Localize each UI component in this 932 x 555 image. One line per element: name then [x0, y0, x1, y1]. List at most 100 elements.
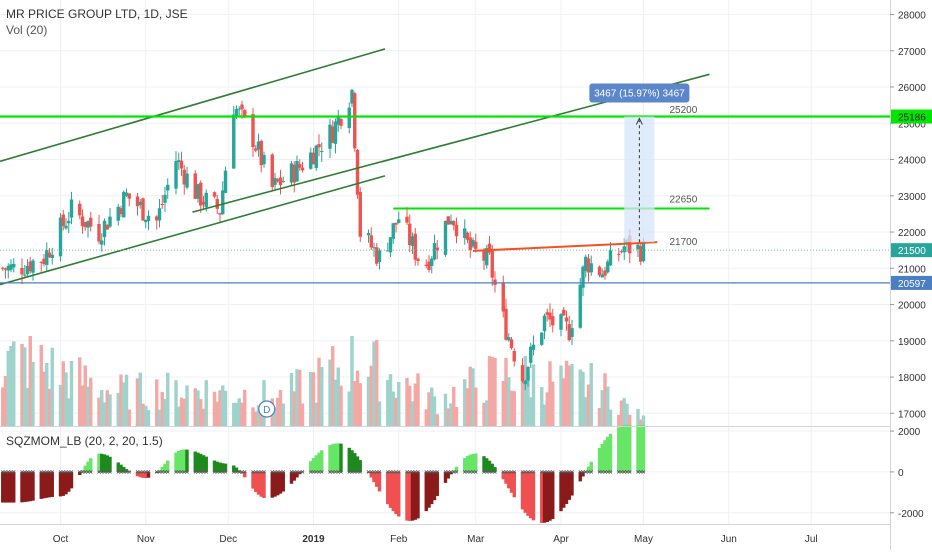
candle: [58, 213, 63, 262]
oscillator-bar: [581, 471, 585, 477]
candle-body: [372, 247, 376, 249]
squeeze-dot: [11, 470, 16, 474]
price-tick-label: 20000: [898, 301, 926, 312]
candle-body: [1, 267, 5, 269]
squeeze-dot: [135, 470, 140, 474]
squeeze-dot: [86, 470, 90, 474]
candle: [254, 145, 258, 153]
squeeze-dot: [603, 470, 607, 474]
candle-body: [28, 261, 32, 272]
candle-body: [408, 223, 412, 246]
volume-bar: [386, 379, 390, 426]
volume-bar: [234, 402, 239, 426]
candle: [410, 232, 415, 254]
price-tick-label: 17000: [898, 409, 926, 420]
measure-badge: [589, 83, 690, 103]
volume-bar: [551, 381, 555, 426]
candle-body: [331, 126, 335, 143]
candle: [589, 255, 593, 276]
candle: [9, 259, 13, 273]
oscillator-bar: [42, 471, 46, 499]
oscillator-bar: [237, 470, 241, 472]
candle-body: [471, 239, 475, 247]
squeeze-dot: [44, 470, 49, 474]
candle-body: [551, 316, 555, 326]
volume-bar: [353, 381, 357, 426]
candle-body: [166, 184, 170, 191]
candle-body: [9, 264, 13, 270]
candle-body: [61, 214, 65, 226]
candle-body: [45, 250, 49, 265]
volume-bar: [452, 386, 456, 426]
candle-body: [391, 223, 395, 239]
candle: [490, 245, 494, 286]
volume-bar: [471, 368, 475, 426]
squeeze-dot: [108, 470, 112, 474]
candle-body: [529, 346, 533, 363]
time-tick-label: Oct: [53, 534, 69, 545]
squeeze-dot: [625, 470, 629, 474]
candle: [135, 193, 140, 216]
candle-body: [468, 237, 472, 251]
measure-arrow-head: [635, 117, 643, 125]
candle: [482, 247, 486, 271]
oscillator-bar: [358, 460, 362, 472]
time-axis: Oct Nov Dec 2019 Feb Mar Apr May Jun Jul: [53, 534, 818, 545]
volume-bar: [493, 358, 497, 426]
candle: [424, 259, 428, 269]
candle: [25, 259, 30, 278]
oscillator-bar: [485, 458, 489, 472]
squeeze-dot: [105, 470, 110, 474]
candle-body: [232, 114, 236, 169]
oscillator-bar: [179, 449, 184, 472]
candle-body: [300, 167, 305, 171]
oscillator-bar: [3, 471, 8, 503]
candle: [504, 298, 508, 341]
candle-body: [314, 145, 318, 168]
squeeze-dot: [22, 470, 27, 474]
squeeze-dot: [454, 470, 459, 474]
oscillator-bar: [504, 471, 508, 484]
candle-body: [465, 232, 470, 240]
candle: [413, 227, 417, 266]
candle-body: [589, 263, 593, 273]
volume-bar: [619, 400, 624, 426]
volume-bar: [391, 391, 395, 426]
candle: [347, 102, 351, 134]
candle: [597, 265, 602, 278]
candle: [405, 207, 409, 225]
time-tick-label: 2019: [302, 534, 325, 545]
volume-bar: [100, 390, 104, 426]
oscillator-bar: [212, 460, 217, 472]
oscillator-bar: [251, 471, 255, 489]
oscillator-bar: [273, 471, 277, 497]
candle: [42, 254, 46, 267]
volume-bar: [273, 407, 277, 426]
oscillator-bar: [259, 471, 263, 497]
squeeze-dot: [520, 470, 525, 474]
candle-body: [223, 170, 228, 193]
oscillator-bar: [410, 471, 415, 521]
volume-bar: [350, 336, 354, 426]
volume-bar: [105, 390, 109, 426]
oscillator-bar: [292, 471, 296, 481]
candle-body: [490, 250, 494, 278]
volume-bar: [157, 409, 162, 426]
volume-bar: [212, 391, 217, 426]
candle: [600, 268, 604, 278]
volume-bar: [443, 393, 448, 426]
oscillator-bar: [317, 452, 321, 472]
volume-bar: [314, 402, 318, 426]
candle: [432, 234, 437, 261]
squeeze-dot: [319, 470, 324, 474]
oscillator-bar: [542, 471, 547, 523]
candle-body: [416, 258, 420, 261]
candle-body: [375, 247, 379, 264]
squeeze-dot: [119, 470, 123, 474]
candle-body: [12, 263, 16, 268]
volume-bar: [542, 404, 547, 426]
price-axis: 1700018000190002000021000220002300024000…: [890, 0, 932, 550]
volume-bar: [520, 380, 525, 426]
squeeze-dot: [583, 470, 588, 474]
